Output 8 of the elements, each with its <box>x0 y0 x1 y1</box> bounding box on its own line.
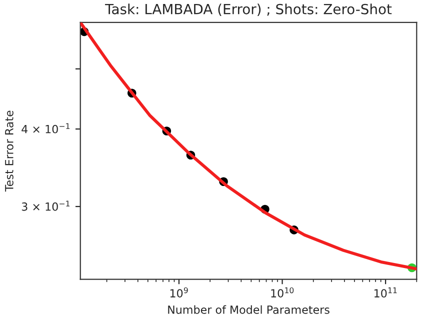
x-axis-title: Number of Model Parameters <box>168 305 330 314</box>
y-tick-label: 4 × 10$^{−1}$ <box>22 123 70 134</box>
x-tick-label: 10$^{11}$ <box>374 287 397 298</box>
x-tick-label: 10$^{10}$ <box>271 287 294 298</box>
y-tick-label: 3 × 10$^{−1}$ <box>22 200 70 211</box>
x-tick-label: 10$^{9}$ <box>170 287 188 298</box>
y-axis-title: Test Error Rate <box>5 110 14 192</box>
chart-title: Task: LAMBADA (Error) ; Shots: Zero-Shot <box>105 4 392 16</box>
